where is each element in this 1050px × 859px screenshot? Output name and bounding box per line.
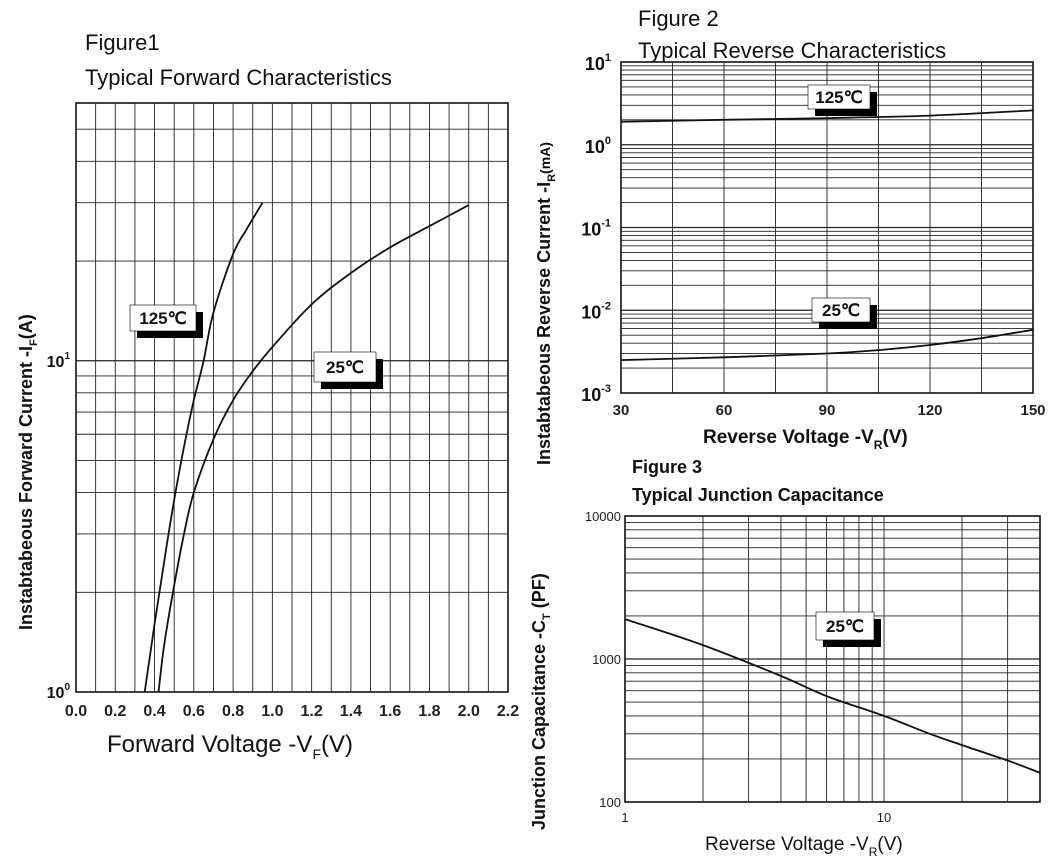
curve-label: 125℃ [815,88,862,107]
series-25c-line [624,618,1041,774]
y-tick-label: 100 [599,795,621,810]
figure-3-curves [624,618,1041,774]
curve-label: 25℃ [822,301,860,320]
x-tick-label: 60 [716,402,733,419]
x-tick-label: 1 [621,810,628,825]
y-tick-label: 10-3 [581,383,611,405]
figure-2-x-axis-label: Reverse Voltage -VR(V) [703,427,908,452]
x-tick-label: 0.8 [222,703,244,720]
y-tick-label: 10-1 [581,218,611,240]
series-125c-line [620,109,1034,123]
x-tick-label: 2.2 [497,703,519,720]
figure-3-curve-labels: 25℃ [815,611,881,647]
y-tick-label: 101 [47,351,71,371]
series-25c-line [157,204,470,693]
figure-3-x-axis-label: Reverse Voltage -VR(V) [705,834,903,859]
figure-3-ticks: 1 10 10000 1000 100 [585,509,891,825]
curve-label: 25℃ [826,617,864,636]
x-tick-label: 0.4 [143,703,165,720]
figure-2-title: Typical Reverse Characteristics [638,38,946,63]
figure-1-grid [75,102,509,693]
figure-1-label: Figure1 [85,30,160,55]
figure-1: Figure1 Typical Forward Characteristics … [16,30,519,762]
x-tick-label: 0.6 [183,703,205,720]
figure-2-curves [620,109,1034,361]
y-tick-label: 10000 [585,509,621,524]
figure-1-curve-labels: 125℃ 25℃ [129,304,383,389]
figure-1-y-axis-label: Instabtabeous Forward Current -IF(A) [16,314,40,630]
x-tick-label: 120 [917,402,942,419]
label-box [129,304,197,332]
figure-3-label: Figure 3 [632,457,702,477]
x-tick-label: 2.0 [458,703,480,720]
x-tick-label: 1.4 [340,703,362,720]
x-tick-label: 30 [613,402,630,419]
x-tick-label: 1.6 [379,703,401,720]
series-125c-line [143,202,264,693]
x-tick-label: 0.0 [65,703,87,720]
x-tick-label: 90 [819,402,836,419]
label-box [313,351,377,383]
y-tick-label: 101 [585,52,611,74]
figure-1-x-axis-label: Forward Voltage -VF(V) [107,731,353,762]
label-box [807,84,871,110]
figure-2-label: Figure 2 [638,6,719,31]
y-tick-label: 10-2 [581,300,611,322]
y-tick-label: 1000 [592,652,621,667]
label-box [811,297,871,323]
x-tick-label: 10 [877,810,891,825]
figure-2: Figure 2 Typical Reverse Characteristics… [534,6,1046,465]
x-tick-label: 1.2 [301,703,323,720]
y-tick-label: 100 [585,135,611,157]
figure-2-grid [620,61,1034,394]
figure-3-grid [624,515,1041,803]
y-tick-label: 100 [47,682,71,702]
figure-2-y-axis-label: Instabtabeous Reverse Current -IR(mA) [534,142,558,465]
curve-label: 25℃ [326,358,364,377]
x-tick-label: 150 [1020,402,1045,419]
figure-1-title: Typical Forward Characteristics [85,65,392,90]
figure-2-ticks: 30 60 90 120 150 101 100 10-1 10-2 10-3 [581,52,1045,419]
label-box [815,611,875,641]
x-tick-label: 1.8 [418,703,440,720]
figure-2-curve-labels: 125℃ 25℃ [807,84,877,329]
figure-3-title: Typical Junction Capacitance [632,485,884,505]
series-25c-line [620,328,1034,361]
figure-1-curves [143,202,470,693]
curve-label: 125℃ [139,309,186,328]
x-tick-label: 0.2 [104,703,126,720]
figure-3-y-axis-label: Junction Capacitance -CT (PF) [529,573,553,830]
x-tick-label: 1.0 [261,703,283,720]
figure-1-ticks: 0.0 0.2 0.4 0.6 0.8 1.0 1.2 1.4 1.6 1.8 2.0 2.2 100 1… [47,351,520,720]
